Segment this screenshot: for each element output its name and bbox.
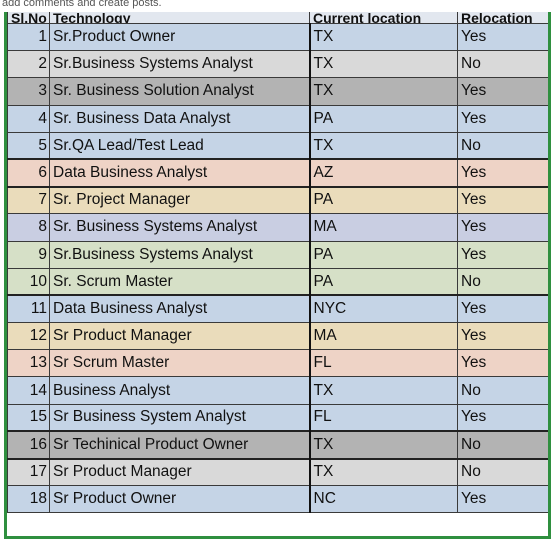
table-row: 5 Sr.QA Lead/Test Lead TX No [7, 131, 548, 160]
table-row: 12 Sr Product Manager MA Yes [7, 322, 548, 351]
cell-sl-no: 16 [7, 430, 50, 460]
cell-location: NYC [309, 294, 458, 324]
cell-location: TX [309, 50, 458, 79]
cell-location: FL [309, 403, 458, 432]
table-row: 17 Sr Product Manager TX No [7, 457, 548, 487]
cell-technology: Sr. Business Systems Analyst [49, 213, 311, 242]
cell-relocation: Yes [457, 185, 548, 215]
cell-sl-no: 5 [7, 131, 50, 160]
table-row: 1 Sr.Product Owner TX Yes [7, 22, 548, 52]
cell-technology: Sr. Project Manager [49, 185, 311, 215]
table-row: 2 Sr.Business Systems Analyst TX No [7, 50, 548, 79]
header-relocation: Relocation [457, 9, 548, 24]
cell-sl-no: 10 [7, 267, 50, 296]
cell-location: TX [309, 457, 458, 487]
cell-technology: Sr Product Manager [49, 457, 311, 487]
cell-relocation: No [457, 50, 548, 79]
cell-technology: Sr Product Manager [49, 322, 311, 351]
cell-sl-no: 7 [7, 185, 50, 215]
table-row: 9 Sr.Business Systems Analyst PA Yes [7, 240, 548, 269]
cell-technology: Sr.Business Systems Analyst [49, 240, 311, 269]
table-row: 11 Data Business Analyst NYC Yes [7, 294, 548, 324]
table-row: 15 Sr Business System Analyst FL Yes [7, 403, 548, 432]
cell-relocation: Yes [457, 77, 548, 106]
cell-relocation: Yes [457, 104, 548, 133]
table-row: 14 Business Analyst TX No [7, 376, 548, 405]
jobs-table: Sl.No Technology Current location Reloca… [7, 9, 548, 514]
cell-sl-no: 2 [7, 50, 50, 79]
cell-location: PA [309, 104, 458, 133]
cell-relocation: Yes [457, 403, 548, 432]
cell-relocation: Yes [457, 213, 548, 242]
cell-sl-no: 8 [7, 213, 50, 242]
cell-location: PA [309, 267, 458, 296]
table-body: 1 Sr.Product Owner TX Yes 2 Sr.Business Syste… [7, 22, 548, 514]
cell-technology: Sr. Scrum Master [49, 267, 311, 296]
cell-relocation: Yes [457, 485, 548, 514]
cell-relocation: No [457, 430, 548, 460]
table-row: 4 Sr. Business Data Analyst PA Yes [7, 104, 548, 133]
cell-technology: Sr.Product Owner [49, 22, 311, 52]
table-row: 7 Sr. Project Manager PA Yes [7, 185, 548, 215]
cell-relocation: Yes [457, 22, 548, 52]
cell-sl-no: 14 [7, 376, 50, 405]
table-row: 16 Sr Techinical Product Owner TX No [7, 430, 548, 460]
cell-technology: Sr.Business Systems Analyst [49, 50, 311, 79]
cell-sl-no: 15 [7, 403, 50, 432]
cell-relocation: No [457, 457, 548, 487]
cell-sl-no: 1 [7, 22, 50, 52]
cell-location: TX [309, 430, 458, 460]
cell-sl-no: 4 [7, 104, 50, 133]
cell-location: MA [309, 213, 458, 242]
header-technology: Technology [49, 9, 310, 24]
cell-sl-no: 12 [7, 322, 50, 351]
cell-technology: Sr. Business Solution Analyst [49, 77, 311, 106]
cell-location: TX [309, 22, 458, 52]
cell-sl-no: 18 [7, 485, 50, 514]
table-row: 6 Data Business Analyst AZ Yes [7, 158, 548, 188]
table-frame: Sl.No Technology Current location Reloca… [4, 6, 551, 539]
cell-relocation: No [457, 376, 548, 405]
table-row: 3 Sr. Business Solution Analyst TX Yes [7, 77, 548, 106]
cell-sl-no: 11 [7, 294, 50, 324]
cell-location: TX [309, 376, 458, 405]
cell-sl-no: 6 [7, 158, 50, 188]
header-sl-no: Sl.No [7, 9, 50, 24]
cell-sl-no: 3 [7, 77, 50, 106]
cell-relocation: Yes [457, 294, 548, 324]
cell-technology: Sr Business System Analyst [49, 403, 311, 432]
cell-location: NC [309, 485, 458, 514]
cell-relocation: Yes [457, 240, 548, 269]
cell-sl-no: 17 [7, 457, 50, 487]
cell-location: TX [309, 131, 458, 160]
cell-sl-no: 9 [7, 240, 50, 269]
cell-relocation: No [457, 267, 548, 296]
spreadsheet-image: Sl.No Technology Current location Reloca… [0, 6, 556, 542]
cell-technology: Data Business Analyst [49, 294, 311, 324]
cell-relocation: Yes [457, 349, 548, 378]
cell-technology: Data Business Analyst [49, 158, 311, 188]
cell-relocation: No [457, 131, 548, 160]
table-row: 8 Sr. Business Systems Analyst MA Yes [7, 213, 548, 242]
cell-technology: Business Analyst [49, 376, 311, 405]
notice-text: add comments and create posts. [0, 0, 556, 12]
cell-location: FL [309, 349, 458, 378]
cell-technology: Sr Scrum Master [49, 349, 311, 378]
table-row: 10 Sr. Scrum Master PA No [7, 267, 548, 296]
cell-relocation: Yes [457, 158, 548, 188]
table-row: 18 Sr Product Owner NC Yes [7, 485, 548, 514]
cell-technology: Sr.QA Lead/Test Lead [49, 131, 311, 160]
cell-location: MA [309, 322, 458, 351]
cell-location: PA [309, 185, 458, 215]
cell-location: TX [309, 77, 458, 106]
cell-sl-no: 13 [7, 349, 50, 378]
cell-relocation: Yes [457, 322, 548, 351]
cell-location: PA [309, 240, 458, 269]
table-row: 13 Sr Scrum Master FL Yes [7, 349, 548, 378]
cell-technology: Sr. Business Data Analyst [49, 104, 311, 133]
cell-location: AZ [309, 158, 458, 188]
cell-technology: Sr Techinical Product Owner [49, 430, 311, 460]
cell-technology: Sr Product Owner [49, 485, 311, 514]
